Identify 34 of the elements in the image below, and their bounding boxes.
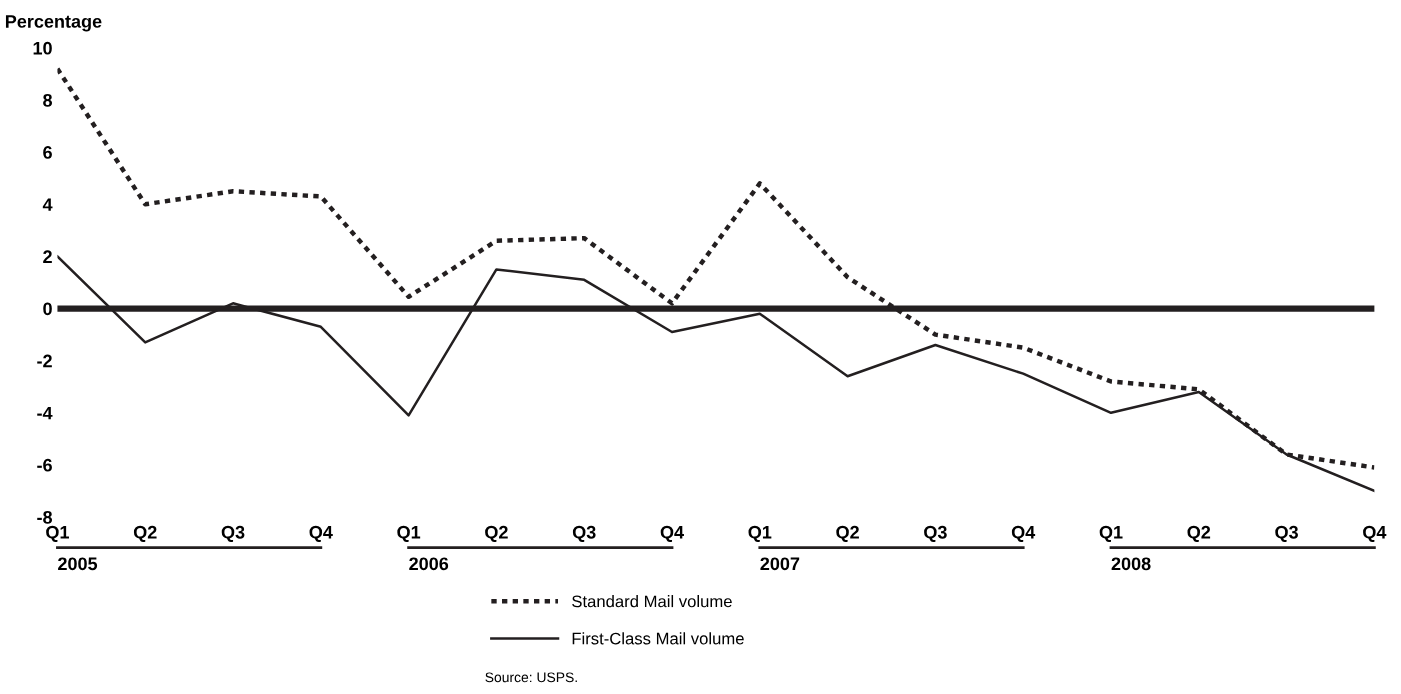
x-tick-label: Q4 (309, 525, 333, 542)
x-tick-label: Q1 (46, 525, 69, 542)
x-tick-label: Q2 (836, 525, 859, 542)
y-tick-label: 4 (42, 198, 53, 211)
source-note: Source: USPS. (485, 672, 577, 683)
x-tick-label: Q3 (221, 525, 245, 542)
x-tick-label: Q4 (660, 525, 684, 542)
y-tick-label: -4 (37, 406, 53, 420)
x-tick-label: Q2 (133, 525, 157, 542)
x-tick-label: Q3 (572, 525, 596, 542)
text: 2007 (760, 557, 800, 571)
x-tick-label: Q1 (748, 525, 772, 542)
y-tick-label: 6 (43, 146, 52, 159)
y-tick-label: -8 (37, 510, 53, 524)
y-axis-title: Percentage (5, 15, 102, 32)
x-tick-label: Q2 (1187, 525, 1211, 542)
text: 2006 (409, 557, 449, 571)
x-tick-label: Q4 (1011, 525, 1036, 542)
x-tick-label: Q3 (924, 525, 947, 542)
y-tick-label: 2 (43, 250, 52, 263)
legend-label: First-Class Mail volume (572, 632, 744, 645)
y-tick-label: -6 (37, 458, 52, 472)
x-tick-label: Q1 (1099, 525, 1123, 542)
y-tick-label: -2 (37, 354, 52, 368)
y-tick-label: 8 (43, 93, 53, 107)
x-tick-label: Q1 (397, 525, 421, 542)
legend-label: Standard Mail volume (572, 595, 732, 608)
text: 2008 (1111, 557, 1151, 571)
x-tick-label: Q2 (485, 525, 508, 542)
y-tick-label: 0 (43, 302, 52, 316)
x-tick-label: Q3 (1275, 525, 1298, 542)
x-tick-label: Q4 (1363, 525, 1387, 542)
y-tick-label: 10 (33, 41, 52, 55)
text: 2005 (58, 557, 98, 571)
